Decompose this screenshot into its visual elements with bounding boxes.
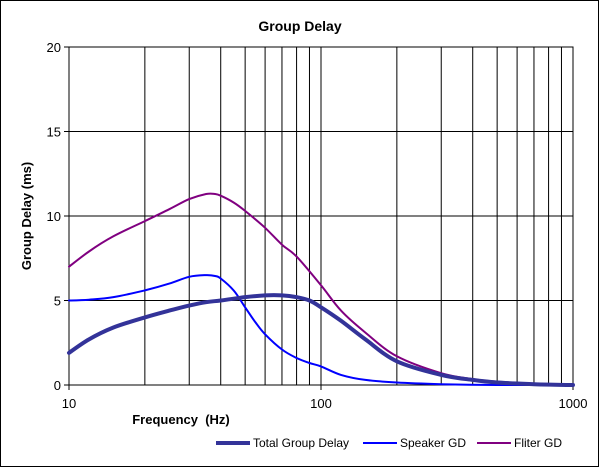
x-tick-label: 100	[310, 396, 332, 411]
legend-label: Speaker GD	[400, 436, 466, 450]
legend: Total Group Delay Speaker GD Fliter GD	[216, 436, 562, 450]
series-lines	[67, 192, 575, 387]
grid-lines	[69, 47, 573, 385]
series-line-1	[68, 274, 574, 387]
y-tick-label: 20	[47, 40, 61, 55]
chart-title: Group Delay	[258, 18, 341, 34]
x-axis-ticks: 10 100 1000	[62, 385, 588, 411]
y-tick-label: 10	[47, 209, 61, 224]
x-axis-label: Frequency (Hz)	[132, 412, 230, 427]
legend-label: Total Group Delay	[253, 436, 349, 450]
y-axis-label: Group Delay (ms)	[19, 162, 34, 270]
y-axis-ticks: 0 5 10 15 20	[47, 40, 69, 393]
legend-label: Fliter GD	[514, 436, 562, 450]
y-tick-label: 0	[54, 378, 61, 393]
series-line-0	[67, 293, 575, 387]
y-tick-label: 15	[47, 125, 61, 140]
x-tick-label: 1000	[559, 396, 588, 411]
x-tick-label: 10	[62, 396, 76, 411]
y-tick-label: 5	[54, 294, 61, 309]
